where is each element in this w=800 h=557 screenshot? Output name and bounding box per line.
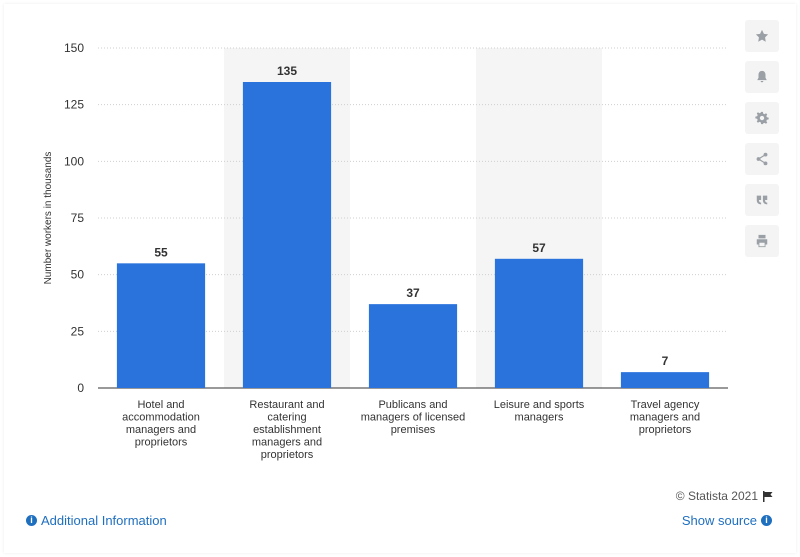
bar	[494, 258, 584, 388]
bar-value-label: 57	[532, 241, 546, 255]
x-tick-label-line: proprietors	[261, 449, 314, 461]
x-tick-label-line: premises	[391, 424, 436, 436]
x-tick-label-line: managers and	[126, 424, 196, 436]
settings-button[interactable]	[745, 102, 779, 134]
x-tick-label-line: proprietors	[639, 424, 692, 436]
x-tick-label-line: Restaurant and	[249, 399, 324, 411]
x-tick-label-line: managers of licensed	[361, 412, 466, 424]
y-tick-label: 150	[64, 41, 84, 55]
statista-credit[interactable]: © Statista 2021	[676, 489, 774, 503]
x-tick-label-line: managers and	[630, 412, 700, 424]
info-icon: i	[761, 515, 772, 526]
additional-info-link[interactable]: i Additional Information	[26, 513, 167, 528]
show-source-link[interactable]: Show source i	[682, 513, 772, 528]
y-tick-label: 100	[64, 154, 84, 168]
x-tick-label-line: Hotel and	[137, 399, 184, 411]
x-tick-label-line: Travel agency	[631, 399, 700, 411]
x-tick-label: Hotel and accommodation managers and propri…	[122, 399, 200, 449]
share-icon	[756, 152, 768, 166]
x-tick-label-line: proprietors	[135, 437, 188, 449]
bar	[620, 372, 710, 388]
bar	[116, 263, 206, 388]
notification-button[interactable]	[745, 61, 779, 93]
cite-button[interactable]	[745, 184, 779, 216]
bar-value-label: 135	[277, 64, 297, 78]
bar	[242, 82, 332, 388]
star-icon	[755, 29, 769, 42]
additional-info-label: Additional Information	[41, 513, 167, 528]
info-icon: i	[26, 515, 37, 526]
x-tick-label: Travel agency managers and proprietors	[630, 399, 700, 436]
gear-icon	[755, 111, 769, 125]
x-tick-label-line: accommodation	[122, 412, 200, 424]
flag-icon	[763, 490, 773, 502]
y-tick-label: 0	[77, 381, 84, 395]
x-tick-label-line: managers and	[252, 437, 322, 449]
share-button[interactable]	[745, 143, 779, 175]
y-tick-label: 125	[64, 98, 84, 112]
x-tick-label-line: Leisure and sports	[494, 399, 585, 411]
credit-text: © Statista 2021	[675, 489, 758, 503]
quote-icon	[756, 195, 768, 205]
bar	[368, 304, 458, 388]
bell-icon	[757, 70, 767, 83]
x-tick-label-line: managers	[515, 412, 564, 424]
y-tick-label: 75	[71, 211, 85, 225]
x-tick-label-line: Publicans and	[378, 399, 447, 411]
x-tick-label: Restaurant and catering establishment manag…	[249, 399, 324, 461]
y-tick-label: 25	[71, 324, 85, 338]
bar-value-label: 37	[406, 286, 420, 300]
x-tick-label-line: catering	[267, 412, 306, 424]
y-tick-label: 50	[71, 268, 85, 282]
show-source-label: Show source	[681, 513, 757, 528]
bar-value-label: 7	[662, 354, 669, 368]
print-icon	[756, 234, 768, 248]
print-button[interactable]	[745, 225, 779, 257]
sidebar-toolbar	[745, 20, 779, 257]
y-axis-title: Number workers in thousands	[43, 152, 54, 285]
bar-value-label: 55	[154, 245, 168, 259]
favorite-button[interactable]	[745, 20, 779, 52]
x-tick-label: Publicans and managers of licensed premise…	[361, 399, 466, 436]
x-tick-label-line: establishment	[253, 424, 321, 436]
x-tick-label: Leisure and sports managers	[494, 399, 585, 424]
